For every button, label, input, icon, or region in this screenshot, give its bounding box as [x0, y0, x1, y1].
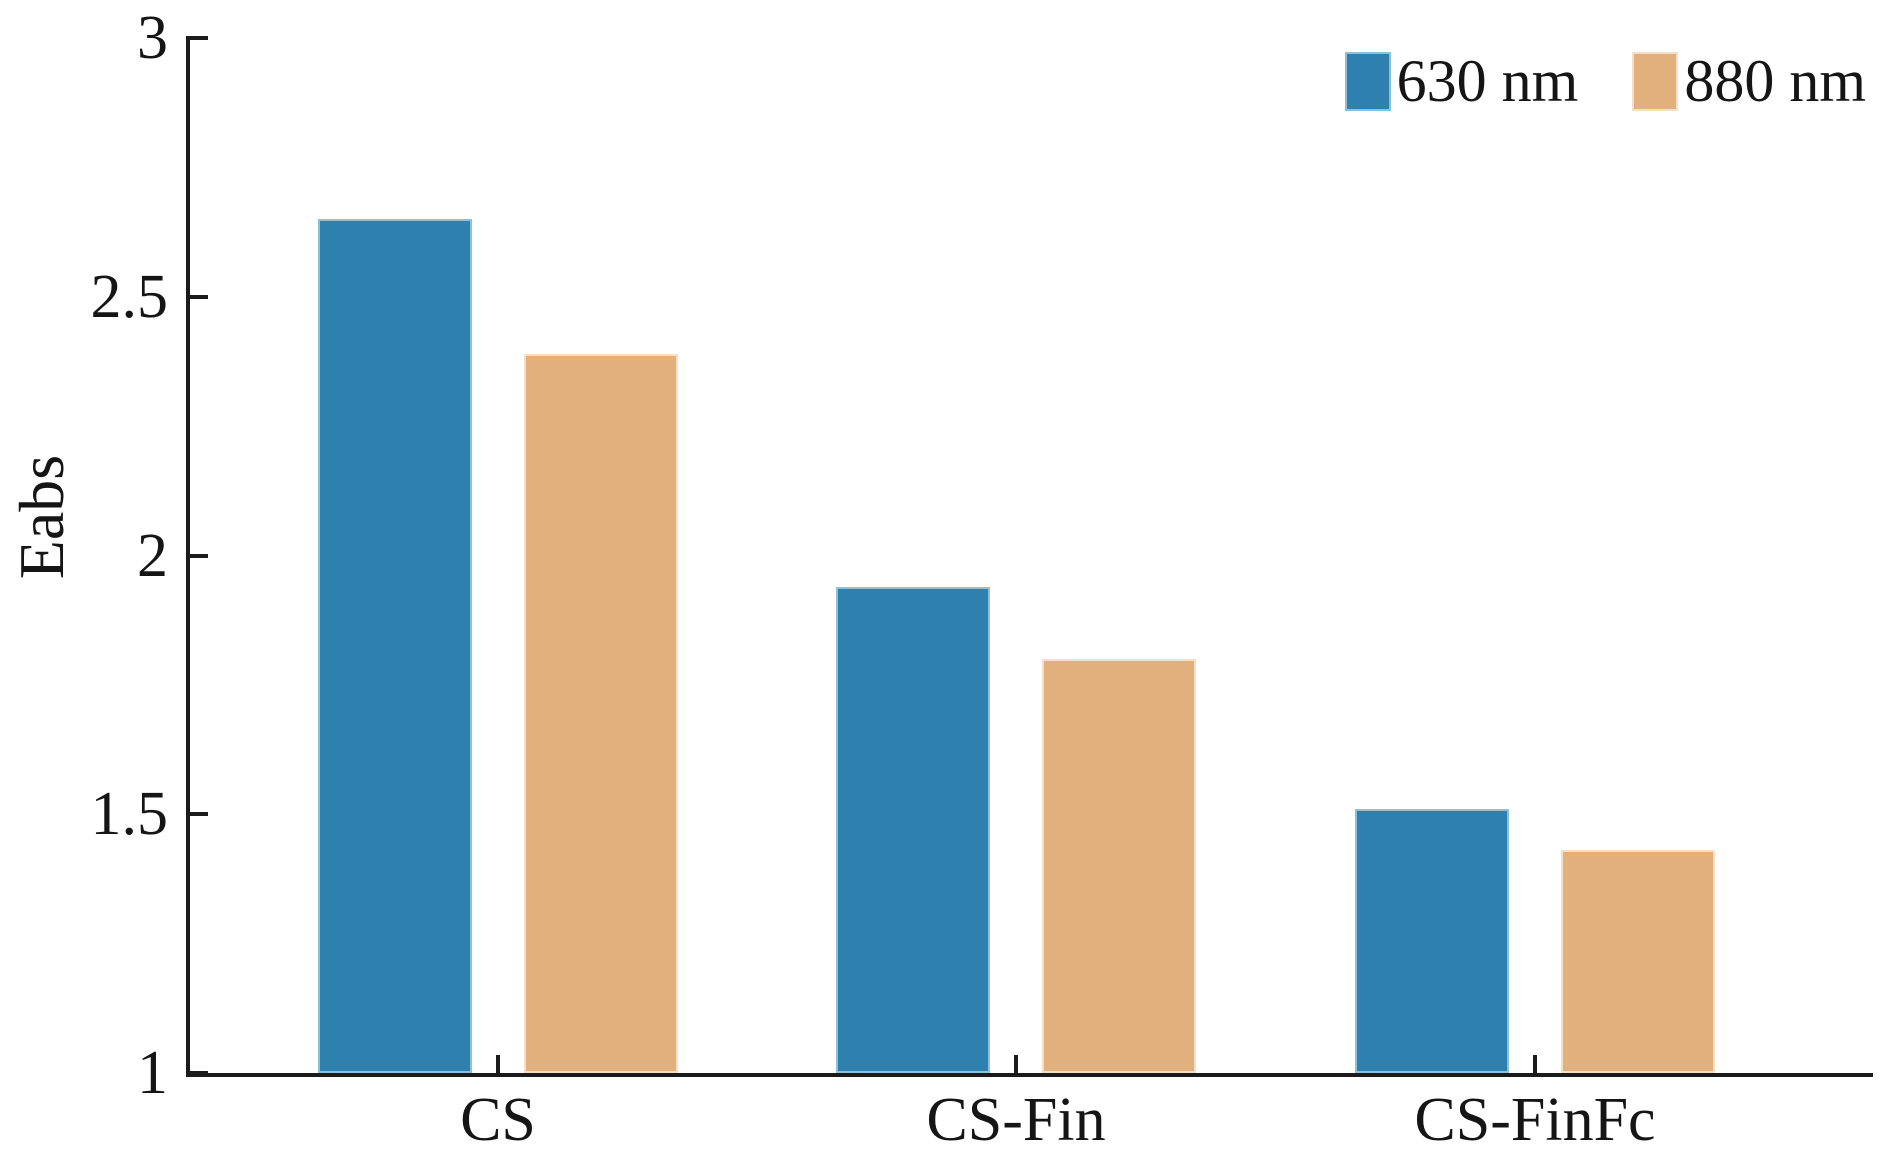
- plot-area: [190, 36, 1873, 1075]
- legend-item-630nm: 630 nm: [1344, 48, 1579, 114]
- bar-630nm-CS-Fin: [836, 586, 990, 1073]
- legend-label: 880 nm: [1684, 48, 1866, 114]
- legend-swatch: [1632, 51, 1679, 111]
- x-tick-label: CS-Fin: [926, 1086, 1106, 1154]
- y-tick-label: 1.5: [90, 780, 169, 849]
- y-tick: [190, 1071, 208, 1075]
- x-tick: [1533, 1055, 1537, 1073]
- y-tick: [190, 812, 208, 817]
- legend-swatch: [1344, 51, 1391, 111]
- legend-label: 630 nm: [1396, 48, 1579, 114]
- x-tick: [496, 1055, 500, 1073]
- x-tick-label: CS-FinFc: [1414, 1086, 1656, 1154]
- bar-880nm-CS-Fin: [1042, 659, 1196, 1073]
- y-tick-label: 2.5: [90, 262, 169, 331]
- y-tick-label: 3: [137, 4, 168, 72]
- y-tick: [190, 294, 208, 299]
- legend: 630 nm 880 nm: [1344, 48, 1866, 114]
- y-tick-label: 1: [137, 1039, 168, 1107]
- y-axis-line: [186, 36, 190, 1077]
- bar-880nm-CS-FinFc: [1561, 850, 1715, 1073]
- y-tick-label: 2: [137, 521, 168, 590]
- x-tick-label: CS: [460, 1086, 536, 1154]
- bar-630nm-CS: [318, 219, 472, 1073]
- y-tick: [190, 553, 208, 558]
- x-tick: [1014, 1055, 1018, 1073]
- y-tick: [190, 36, 208, 40]
- bar-630nm-CS-FinFc: [1355, 809, 1509, 1073]
- x-axis-line: [186, 1073, 1873, 1077]
- legend-item-880nm: 880 nm: [1632, 51, 1866, 111]
- bar-880nm-CS: [524, 353, 678, 1073]
